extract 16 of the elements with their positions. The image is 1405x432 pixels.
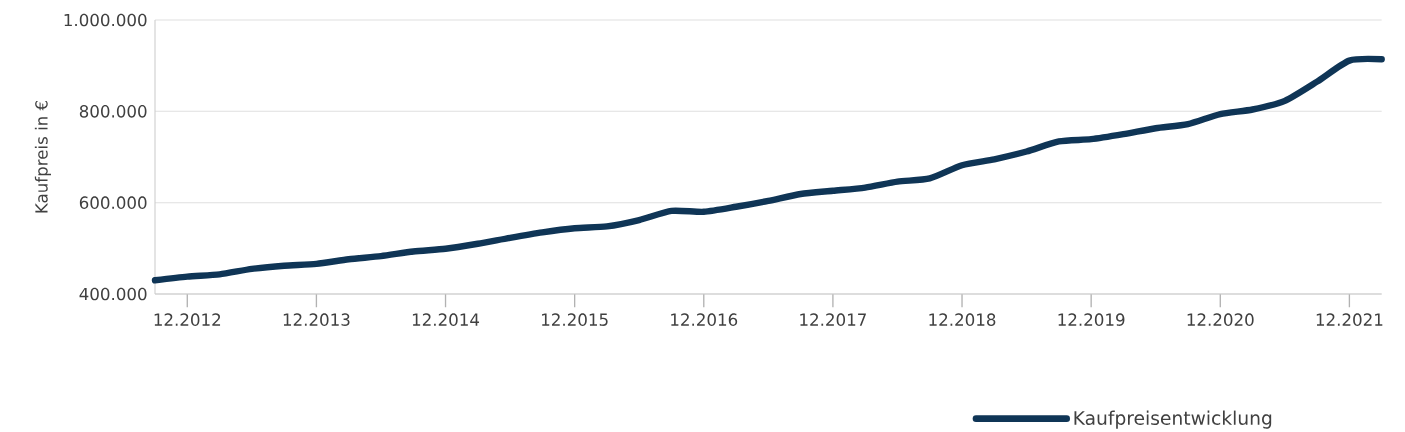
legend-label: Kaufpreisentwicklung — [1074, 410, 1272, 429]
y-tick-label: 1.000.000 — [64, 13, 147, 27]
y-tick-label: 600.000 — [79, 196, 147, 209]
x-tick-label: 12.2012 — [154, 313, 221, 326]
x-tick-label: 12.2013 — [283, 313, 350, 326]
x-tick-label: 12.2015 — [542, 313, 608, 326]
y-tick-label: 400.000 — [79, 287, 147, 301]
x-tick-label: 12.2020 — [1187, 313, 1254, 326]
x-tick-label: 12.2016 — [671, 313, 738, 326]
x-tick-label: 12.2019 — [1058, 313, 1125, 326]
x-tick-label: 12.2018 — [929, 313, 996, 326]
x-tick-label: 12.2021 — [1316, 313, 1383, 326]
x-tick-label: 12.2014 — [412, 313, 480, 326]
x-tick-label: 12.2017 — [800, 313, 866, 326]
y-tick-label: 800.000 — [79, 105, 147, 118]
y-axis-title: Kaufpreis in € — [34, 100, 51, 213]
